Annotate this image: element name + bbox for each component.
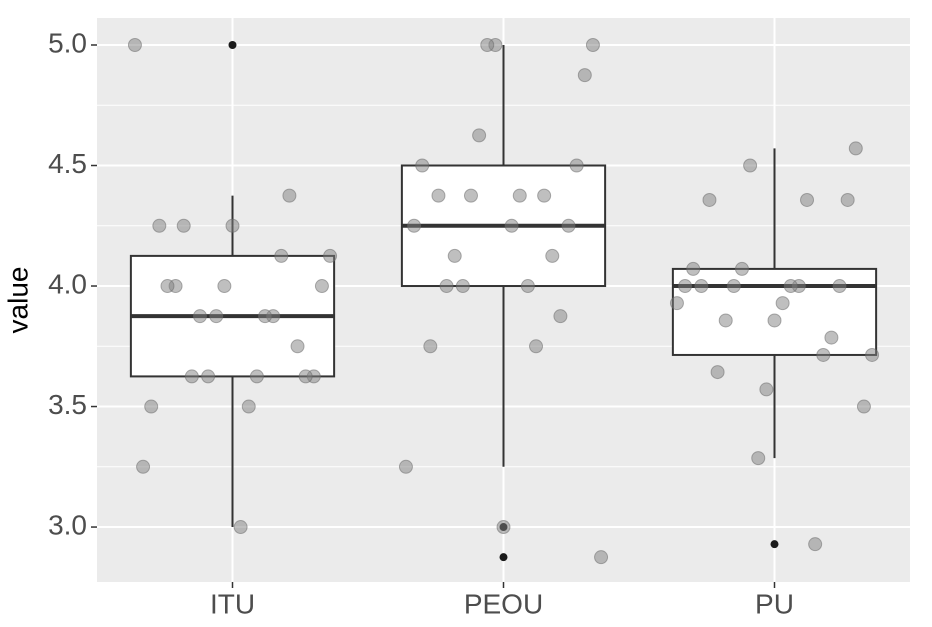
y-tick-label: 3.0 [48,509,87,540]
jitter-point [594,550,609,565]
jitter-point [775,296,790,311]
jitter-point [431,188,446,203]
jitter-point [258,309,273,324]
jitter-point [529,339,544,354]
jitter-point [496,520,511,535]
jitter-point [767,313,782,328]
jitter-point [233,520,248,535]
jitter-point [217,279,232,294]
jitter-point [323,248,338,263]
jitter-point [480,37,495,52]
jitter-point [726,279,741,294]
jitter-point [686,261,701,276]
jitter-point [274,248,289,263]
jitter-point [702,192,717,207]
outlier [228,40,237,49]
jitter-point [856,399,871,414]
y-tick-label: 3.5 [48,389,87,420]
jitter-point [249,369,264,384]
jitter-point [314,279,329,294]
jitter-point [176,218,191,233]
jitter-point [290,339,305,354]
jitter-point [561,218,576,233]
jitter-point [472,128,487,143]
jitter-point [734,261,749,276]
jitter-point [553,309,568,324]
jitter-point [241,399,256,414]
x-tick-label: ITU [210,588,255,619]
jitter-point [127,37,142,52]
jitter-point [808,537,823,552]
jitter-point [832,279,847,294]
jitter-point [865,347,880,362]
y-tick-label: 5.0 [48,27,87,58]
jitter-point [577,68,592,83]
jitter-point [585,37,600,52]
y-tick-label: 4.0 [48,268,87,299]
jitter-point [545,248,560,263]
jitter-point [759,382,774,397]
jitter-point [848,141,863,156]
jitter-point [504,218,519,233]
jitter-point [225,218,240,233]
jitter-point [743,158,758,173]
jitter-point [439,279,454,294]
jitter-point [298,369,313,384]
jitter-point [152,218,167,233]
jitter-point [816,347,831,362]
jitter-point [398,459,413,474]
jitter-point [144,399,159,414]
jitter-point [824,330,839,345]
jitter-point [569,158,584,173]
jitter-point [751,451,766,466]
jitter-point [455,279,470,294]
jitter-point [282,188,297,203]
jitter-point [718,313,733,328]
x-tick-label: PU [755,588,794,619]
jitter-point [669,296,684,311]
jitter-point [136,459,151,474]
jitter-point [694,279,709,294]
jitter-point [783,279,798,294]
jitter-point [537,188,552,203]
jitter-point [840,192,855,207]
outlier [770,540,779,549]
jitter-point [192,309,207,324]
jitter-point [800,192,815,207]
jitter-point [423,339,438,354]
y-tick-label: 4.5 [48,148,87,179]
jitter-point [512,188,527,203]
jitter-point [160,279,175,294]
jitter-point [415,158,430,173]
jitter-point [201,369,216,384]
jitter-point [710,365,725,380]
jitter-point [447,248,462,263]
jitter-point [463,188,478,203]
jitter-point [209,309,224,324]
jitter-point [520,279,535,294]
y-axis-title: value [2,267,33,334]
x-tick-label: PEOU [464,588,543,619]
jitter-point [184,369,199,384]
outlier [499,553,508,562]
jitter-point [407,218,422,233]
jitter-point [678,279,693,294]
